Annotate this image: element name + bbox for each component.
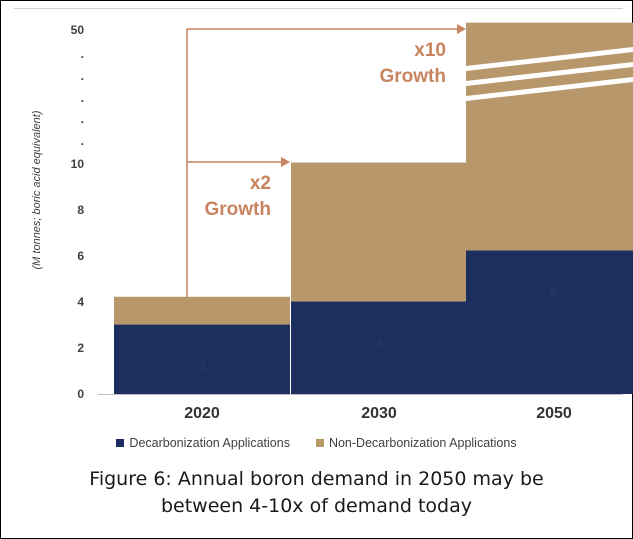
y-tick-label: . — [81, 69, 84, 83]
bar-segment-non-decarbonization — [291, 162, 467, 302]
y-tick-label: . — [81, 47, 84, 61]
x2-growth-label: Growth — [205, 199, 272, 220]
bar-data-label: 6 — [550, 284, 557, 299]
y-tick-label: 0 — [77, 387, 84, 401]
caption-line-1: Figure 6: Annual boron demand in 2050 ma… — [89, 468, 544, 490]
y-tick-label: 10 — [71, 157, 85, 171]
caption-line-2: between 4-10x of demand today — [160, 495, 473, 517]
y-tick-label: 2 — [77, 341, 84, 355]
legend-swatch-decarbonization — [116, 439, 125, 447]
y-tick-label: 6 — [77, 249, 84, 263]
axis-break-stripe — [466, 77, 633, 101]
x2-arrow-head — [281, 157, 290, 167]
y-tick-label: . — [81, 134, 84, 148]
legend-item-decarbonization: Decarbonization Applications — [116, 436, 290, 450]
x-tick-label: 2030 — [361, 405, 397, 422]
legend-item-non-decarbonization: Non-Decarbonization Applications — [315, 436, 517, 450]
figure-caption: Figure 6: Annual boron demand in 2050 ma… — [0, 466, 633, 520]
x-tick-label: 2020 — [184, 405, 220, 422]
axis-break-stripe — [466, 62, 633, 86]
bar-segment-decarbonization — [114, 324, 290, 394]
x10-arrow-head — [457, 24, 466, 34]
bar-data-label: 4 — [375, 335, 382, 350]
chart-legend: Decarbonization Applications Non-Decarbo… — [0, 436, 633, 450]
bar-segment-non-decarbonization — [114, 296, 290, 325]
axis-break-stripe — [466, 47, 633, 71]
boron-demand-chart: 0 2 4 6 8 10..... 50 (M tonnes; boric acid equi… — [31, 22, 633, 422]
bar-data-label: 3 — [198, 359, 205, 374]
bar-segment-decarbonization — [466, 250, 633, 394]
y-tick-label: . — [81, 112, 84, 126]
x-tick-label: 2050 — [536, 405, 572, 422]
y-tick-label: . — [81, 91, 84, 105]
top-rule — [14, 8, 623, 9]
x10-growth-label: x10 — [414, 40, 446, 61]
bar-segment-decarbonization — [291, 301, 467, 394]
x2-growth-label: x2 — [250, 173, 271, 194]
y-tick-label: 4 — [77, 295, 84, 309]
y-axis-label: (M tonnes; boric acid equivalent) — [31, 110, 43, 269]
x10-growth-label: Growth — [380, 66, 447, 87]
y-tick-label: 8 — [77, 203, 84, 217]
y-tick-label: 50 — [71, 23, 85, 37]
legend-label-non-decarbonization: Non-Decarbonization Applications — [328, 436, 517, 450]
legend-label-decarbonization: Decarbonization Applications — [129, 436, 290, 450]
legend-swatch-non-decarbonization — [315, 439, 324, 447]
